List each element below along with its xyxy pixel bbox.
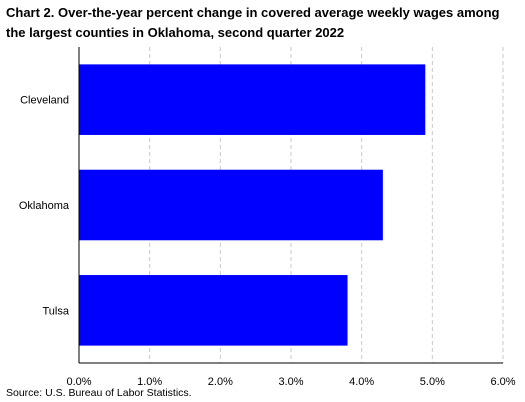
source-note: Source: U.S. Bureau of Labor Statistics. xyxy=(6,387,192,399)
bar xyxy=(79,275,348,346)
x-tick-label: 2.0% xyxy=(208,376,233,388)
x-tick-label: 1.0% xyxy=(137,376,162,388)
chart-title: Chart 2. Over-the-year percent change in… xyxy=(6,5,500,40)
y-category-label: Oklahoma xyxy=(19,200,70,212)
y-category-label: Tulsa xyxy=(43,305,70,317)
y-category-label: Cleveland xyxy=(20,95,69,107)
x-tick-label: 3.0% xyxy=(278,376,303,388)
x-tick-label: 6.0% xyxy=(490,376,515,388)
bar xyxy=(79,64,426,135)
bar xyxy=(79,169,383,241)
x-tick-label: 5.0% xyxy=(420,376,445,388)
x-tick-label: 4.0% xyxy=(349,376,374,388)
x-tick-label: 0.0% xyxy=(66,376,91,388)
